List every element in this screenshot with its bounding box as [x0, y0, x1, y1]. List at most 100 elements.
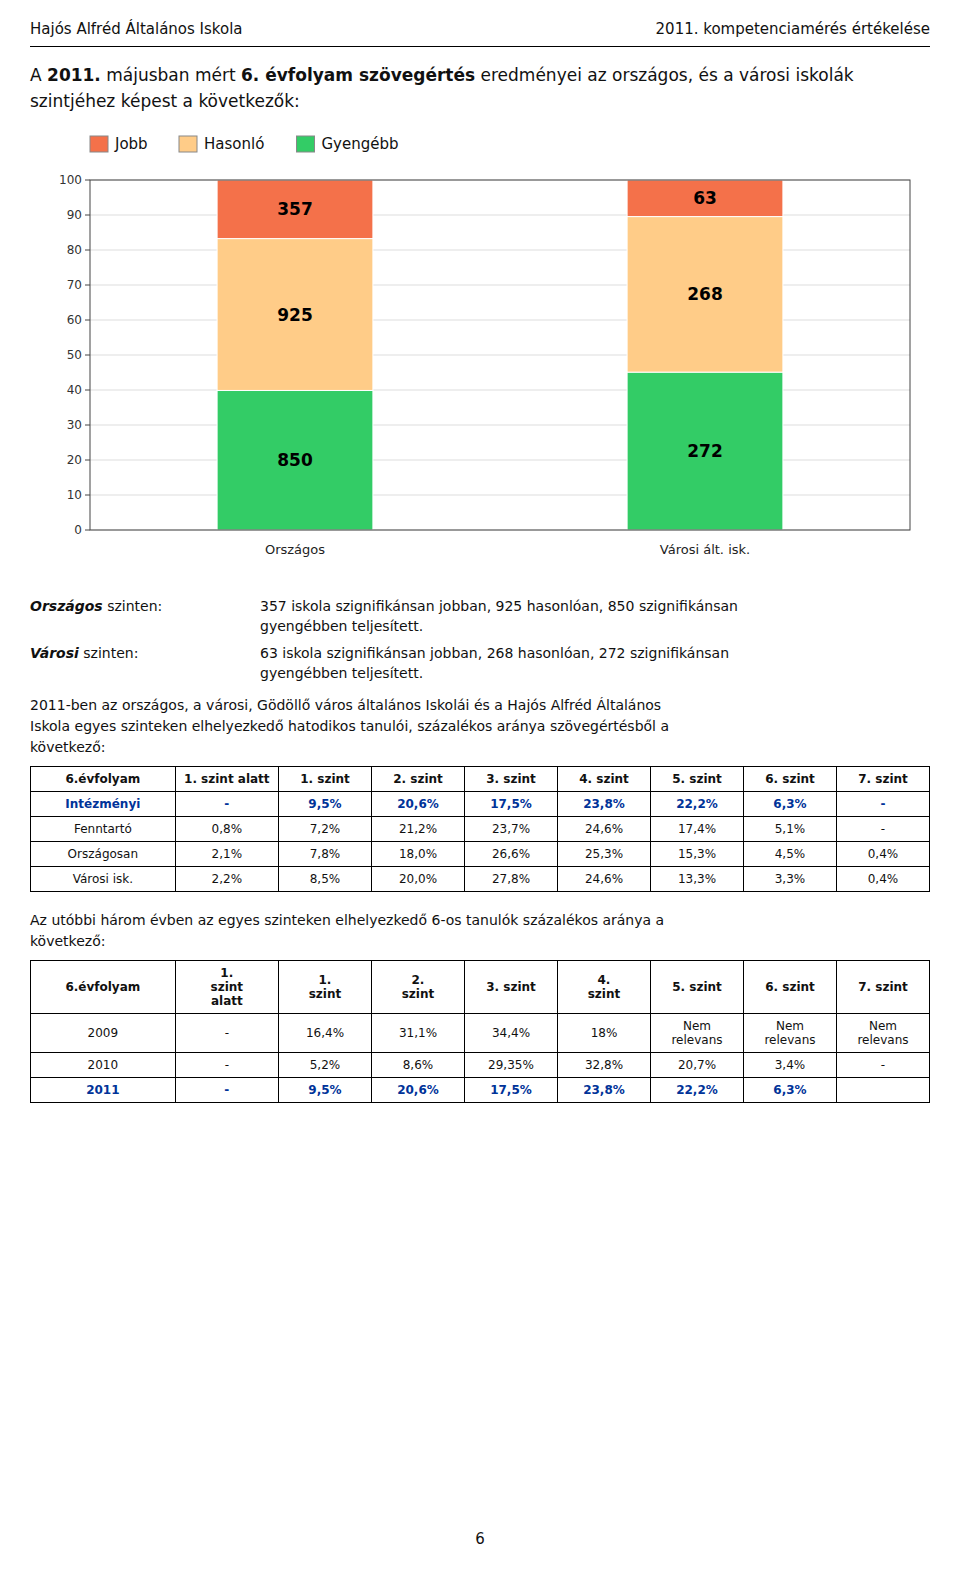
table-cell: 0,4% — [836, 867, 929, 892]
plot-frame — [90, 180, 910, 530]
summary-scope: Városi — [30, 645, 79, 661]
table: 6.évfolyam1. szint alatt1. szint2. szint… — [30, 766, 930, 892]
table-cell: 18,0% — [371, 842, 464, 867]
table-header-row: 6.évfolyam1. szint alatt1. szint2. szint… — [31, 961, 930, 1014]
segment-count: 850 — [277, 450, 313, 470]
table-cell: 21,2% — [371, 817, 464, 842]
table-cell: - — [175, 1078, 278, 1103]
y-tick-label: 30 — [67, 418, 82, 432]
grid-line — [90, 390, 910, 391]
table-cell: 22,2% — [650, 792, 743, 817]
table-cell: 17,4% — [650, 817, 743, 842]
y-tick-label: 70 — [67, 278, 82, 292]
table-cell: Nem relevans — [836, 1014, 929, 1053]
page-number: 6 — [0, 1530, 960, 1548]
table-cell: Nem relevans — [743, 1014, 836, 1053]
y-tick — [85, 180, 90, 181]
table2-intro: Az utóbbi három évben az egyes szinteken… — [30, 910, 930, 952]
table-cell: - — [836, 817, 929, 842]
table-cell: 2011 — [31, 1078, 176, 1103]
table-cell: 2009 — [31, 1014, 176, 1053]
table-header: 5. szint — [650, 767, 743, 792]
y-tick-label: 10 — [67, 488, 82, 502]
summary-label: Országos szinten: — [30, 596, 260, 637]
bar-segment — [627, 217, 783, 373]
table-header-row: 6.évfolyam1. szint alatt1. szint2. szint… — [31, 767, 930, 792]
table-cell: 20,7% — [650, 1053, 743, 1078]
intro-part: májusban mért — [101, 65, 241, 85]
table-header: 6. szint — [743, 961, 836, 1014]
y-axis: 0102030405060708090100 — [59, 173, 910, 537]
grid-line — [90, 355, 910, 356]
header-left: Hajós Alfréd Általános Iskola — [30, 20, 243, 38]
table-cell: 6,3% — [743, 1078, 836, 1103]
summary-scope: Országos — [30, 598, 103, 614]
legend-label: Hasonló — [204, 135, 264, 153]
y-tick — [85, 495, 90, 496]
table-cell: 8,6% — [371, 1053, 464, 1078]
y-tick-label: 90 — [67, 208, 82, 222]
table-row: 2009-16,4%31,1%34,4%18%Nem relevansNem r… — [31, 1014, 930, 1053]
grid-line — [90, 495, 910, 496]
table-header: 1. szint alatt — [175, 961, 278, 1014]
y-tick — [85, 390, 90, 391]
table-header: 1. szint — [278, 767, 371, 792]
table-cell: 3,3% — [743, 867, 836, 892]
table-cell: - — [836, 792, 929, 817]
table-cell: 31,1% — [371, 1014, 464, 1053]
legend-swatch — [90, 136, 108, 152]
table-cell: 23,7% — [464, 817, 557, 842]
y-tick-label: 20 — [67, 453, 82, 467]
grid-line — [90, 215, 910, 216]
summary-suffix: szinten: — [103, 598, 163, 614]
y-tick — [85, 215, 90, 216]
table-header: 3. szint — [464, 767, 557, 792]
segment-count: 268 — [687, 284, 723, 304]
segment-count: 272 — [687, 441, 723, 461]
table-cell: 23,8% — [557, 792, 650, 817]
y-tick — [85, 320, 90, 321]
table-header: 1. szint — [278, 961, 371, 1014]
table-cell: 13,3% — [650, 867, 743, 892]
y-tick — [85, 460, 90, 461]
table-cell: 2010 — [31, 1053, 176, 1078]
bar-segment — [217, 239, 373, 391]
segment-count: 925 — [277, 305, 313, 325]
table-row: Fenntartó0,8%7,2%21,2%23,7%24,6%17,4%5,1… — [31, 817, 930, 842]
summary-line: 63 iskola szignifikánsan jobban, 268 has… — [260, 643, 729, 663]
page: Hajós Alfréd Általános Iskola2011. kompe… — [0, 0, 960, 1103]
table-header: 6. szint — [743, 767, 836, 792]
y-tick — [85, 530, 90, 531]
table-header: 2. szint — [371, 767, 464, 792]
bar-segment — [217, 390, 373, 530]
y-tick — [85, 425, 90, 426]
table-cell: Országosan — [31, 842, 176, 867]
summary-label: Városi szinten: — [30, 643, 260, 684]
table-row: Városi isk.2,2%8,5%20,0%27,8%24,6%13,3%3… — [31, 867, 930, 892]
table-cell: - — [175, 1053, 278, 1078]
table-cell: 24,6% — [557, 817, 650, 842]
grid-line — [90, 320, 910, 321]
table-cell: 0,4% — [836, 842, 929, 867]
intro-part: eredményei az országos, és a városi isko… — [475, 65, 854, 85]
table-cell: 32,8% — [557, 1053, 650, 1078]
intro: A 2011. májusban mért 6. évfolyam szöveg… — [30, 63, 930, 114]
x-tick-label: Városi ált. isk. — [660, 542, 750, 557]
table-cell: 22,2% — [650, 1078, 743, 1103]
table-cell: 26,6% — [464, 842, 557, 867]
table-cell — [836, 1078, 929, 1103]
table-header: 4. szint — [557, 961, 650, 1014]
summary: Városi szinten:63 iskola szignifikánsan … — [30, 643, 930, 684]
legend-label: Jobb — [114, 135, 148, 153]
summary-suffix: szinten: — [79, 645, 139, 661]
table-header: 4. szint — [557, 767, 650, 792]
bar-segment — [627, 372, 783, 530]
table-cell: Intézményi — [31, 792, 176, 817]
intro-line: A 2011. májusban mért 6. évfolyam szöveg… — [30, 63, 930, 89]
table-cell: 17,5% — [464, 1078, 557, 1103]
page-header: Hajós Alfréd Általános Iskola2011. kompe… — [30, 14, 930, 47]
table-cell: 5,1% — [743, 817, 836, 842]
y-tick-label: 40 — [67, 383, 82, 397]
table-cell: Nem relevans — [650, 1014, 743, 1053]
table-cell: Városi isk. — [31, 867, 176, 892]
